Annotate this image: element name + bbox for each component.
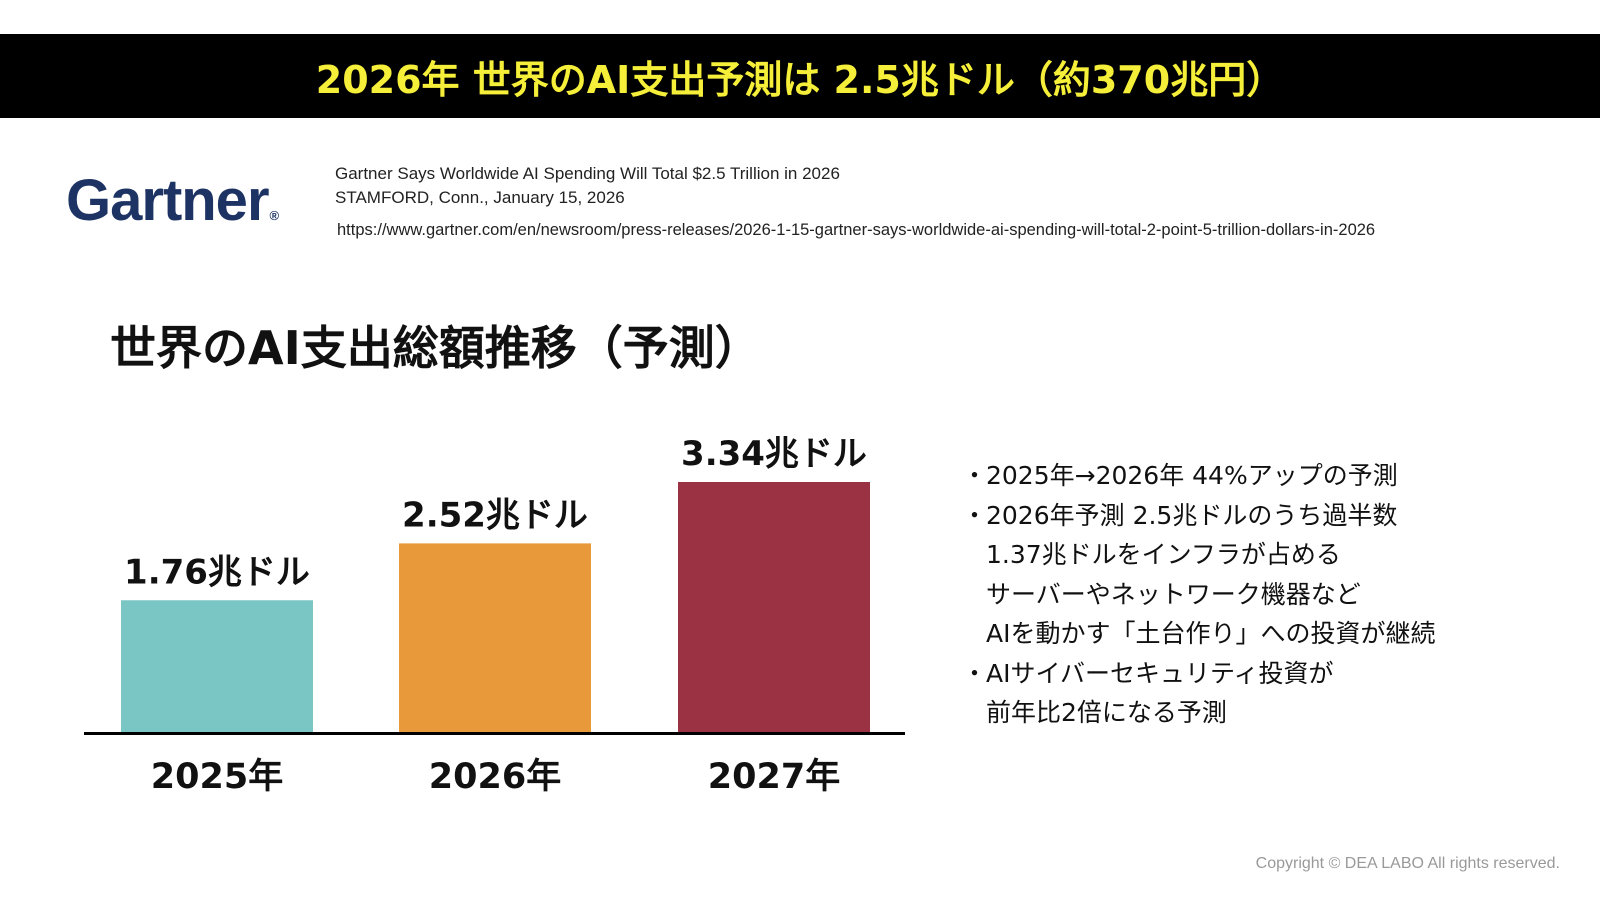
bullet-text: 2026年予測 2.5兆ドルのうち過半数	[986, 500, 1398, 530]
source-dateline: STAMFORD, Conn., January 15, 2026	[335, 188, 625, 207]
logo-text: Gartner	[66, 168, 270, 233]
bullet-dot: ・	[962, 500, 988, 530]
bar-2025年	[121, 600, 313, 732]
chart-title: 世界のAI支出総額推移（予測）	[110, 321, 761, 375]
bullet-continuation: 1.37兆ドルをインフラが占める	[962, 535, 1435, 575]
bullet-continuation: AIを動かす「土台作り」への投資が継続	[962, 614, 1435, 654]
bullet-continuation: サーバーやネットワーク機器など	[962, 575, 1435, 615]
bullet-text: AIを動かす「土台作り」への投資が継続	[986, 619, 1436, 648]
bullet-item: ・2025年→2026年 44%アップの予測	[962, 456, 1435, 496]
bullet-text: 前年比2倍になる予測	[986, 698, 1227, 727]
source-citation: Gartner Says Worldwide AI Spending Will …	[335, 162, 840, 210]
gartner-logo: Gartner®	[66, 172, 279, 230]
source-headline: Gartner Says Worldwide AI Spending Will …	[335, 164, 840, 183]
bullet-text: サーバーやネットワーク機器など	[986, 579, 1361, 609]
data-label: 2.52兆ドル	[402, 495, 588, 535]
category-label: 2027年	[708, 757, 840, 797]
bullet-item: ・AIサイバーセキュリティ投資が	[962, 654, 1435, 694]
registered-mark: ®	[269, 208, 280, 223]
bullet-text: 1.37兆ドルをインフラが占める	[986, 540, 1341, 569]
notes-list: ・2025年→2026年 44%アップの予測 ・2026年予測 2.5兆ドルのうち…	[962, 456, 1435, 733]
copyright: Copyright © DEA LABO All rights reserved…	[1255, 855, 1560, 872]
bullet-dot: ・	[962, 461, 988, 490]
data-label: 1.76兆ドル	[124, 552, 310, 592]
bar-2026年	[399, 543, 591, 732]
bar-2027年	[678, 482, 870, 732]
bullet-text: AIサイバーセキュリティ投資が	[986, 658, 1334, 688]
bullet-text: 2025年→2026年 44%アップの予測	[986, 461, 1398, 490]
category-label: 2026年	[429, 757, 561, 797]
bullet-item: ・2026年予測 2.5兆ドルのうち過半数	[962, 496, 1435, 536]
bullet-dot: ・	[962, 658, 988, 688]
title-banner: 2026年 世界のAI支出予測は 2.5兆ドル（約370兆円）	[0, 34, 1600, 118]
source-url[interactable]: https://www.gartner.com/en/newsroom/pres…	[337, 221, 1376, 239]
banner-title: 2026年 世界のAI支出予測は 2.5兆ドル（約370兆円）	[315, 57, 1285, 102]
bullet-continuation: 前年比2倍になる予測	[962, 693, 1435, 733]
data-label: 3.34兆ドル	[681, 434, 867, 474]
category-label: 2025年	[151, 757, 283, 797]
